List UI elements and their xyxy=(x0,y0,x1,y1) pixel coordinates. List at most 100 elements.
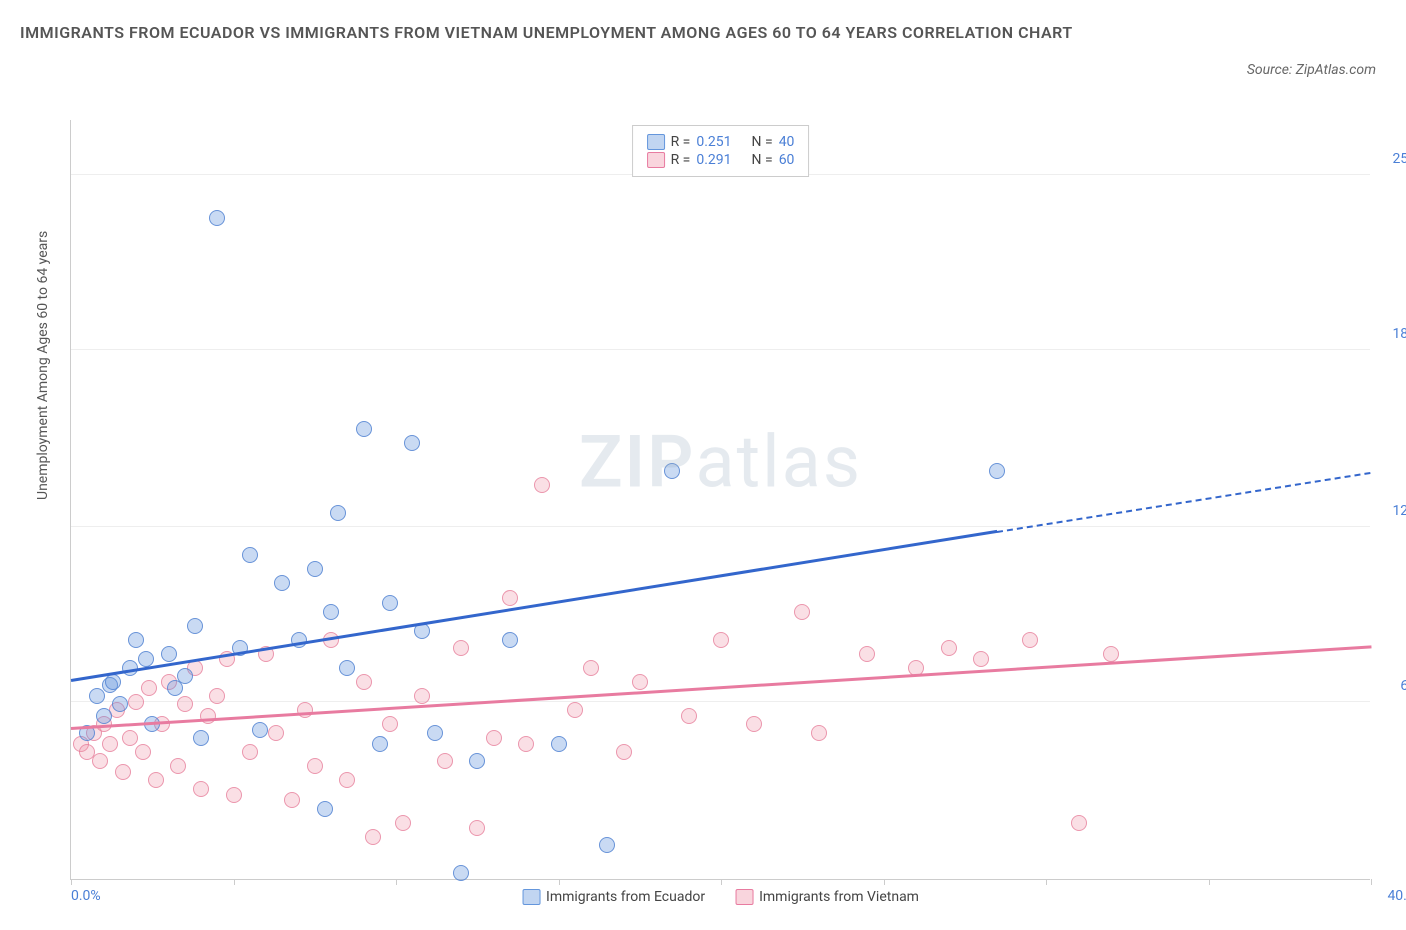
data-point xyxy=(746,716,762,732)
data-point xyxy=(502,590,518,606)
legend-stats: R =0.251N =40R =0.291N =60 xyxy=(632,125,810,177)
data-point xyxy=(414,688,430,704)
data-point xyxy=(681,708,697,724)
data-point xyxy=(193,781,209,797)
data-point xyxy=(148,772,164,788)
x-tick xyxy=(884,879,885,885)
x-tick xyxy=(234,879,235,885)
watermark-bold: ZIP xyxy=(579,419,695,504)
data-point xyxy=(209,688,225,704)
legend-swatch xyxy=(735,889,753,905)
data-point xyxy=(96,708,112,724)
data-point xyxy=(339,660,355,676)
data-point xyxy=(193,730,209,746)
data-point xyxy=(268,725,284,741)
chart-title: IMMIGRANTS FROM ECUADOR VS IMMIGRANTS FR… xyxy=(20,20,1120,46)
data-point xyxy=(599,837,615,853)
watermark-light: atlas xyxy=(695,419,862,504)
legend-n-label: N = xyxy=(752,134,773,150)
gridline xyxy=(71,526,1370,527)
data-point xyxy=(632,674,648,690)
data-point xyxy=(811,725,827,741)
data-point xyxy=(170,758,186,774)
data-point xyxy=(297,702,313,718)
data-point xyxy=(89,688,105,704)
data-point xyxy=(382,595,398,611)
data-point xyxy=(200,708,216,724)
data-point xyxy=(365,829,381,845)
legend-swatch xyxy=(522,889,540,905)
data-point xyxy=(551,736,567,752)
data-point xyxy=(356,421,372,437)
x-tick xyxy=(396,879,397,885)
data-point xyxy=(177,696,193,712)
data-point xyxy=(284,792,300,808)
legend-n-value: 60 xyxy=(779,152,795,168)
legend-n-value: 40 xyxy=(779,134,795,150)
data-point xyxy=(1022,632,1038,648)
data-point xyxy=(453,865,469,881)
legend-series: Immigrants from Ecuador Immigrants from V… xyxy=(522,889,919,905)
data-point xyxy=(307,561,323,577)
legend-label: Immigrants from Ecuador xyxy=(546,889,705,905)
data-point xyxy=(330,505,346,521)
data-point xyxy=(187,618,203,634)
gridline xyxy=(71,701,1370,702)
legend-item: Immigrants from Vietnam xyxy=(735,889,919,905)
gridline xyxy=(71,349,1370,350)
data-point xyxy=(486,730,502,746)
trend-line xyxy=(71,530,998,682)
x-tick xyxy=(1371,879,1372,885)
x-tick-label: 0.0% xyxy=(71,888,101,904)
data-point xyxy=(941,640,957,656)
data-point xyxy=(112,696,128,712)
y-tick-label: 6.3% xyxy=(1400,678,1406,694)
data-point xyxy=(115,764,131,780)
data-point xyxy=(427,725,443,741)
data-point xyxy=(453,640,469,656)
data-point xyxy=(177,668,193,684)
watermark: ZIPatlas xyxy=(579,419,862,504)
data-point xyxy=(339,772,355,788)
data-point xyxy=(372,736,388,752)
data-point xyxy=(135,744,151,760)
data-point xyxy=(141,680,157,696)
data-point xyxy=(404,435,420,451)
data-point xyxy=(242,744,258,760)
data-point xyxy=(356,674,372,690)
data-point xyxy=(794,604,810,620)
legend-row: R =0.251N =40 xyxy=(647,134,795,150)
data-point xyxy=(502,632,518,648)
data-point xyxy=(128,694,144,710)
data-point xyxy=(92,753,108,769)
data-point xyxy=(469,753,485,769)
data-point xyxy=(713,632,729,648)
data-point xyxy=(252,722,268,738)
data-point xyxy=(1071,815,1087,831)
data-point xyxy=(274,575,290,591)
plot-area: ZIPatlas R =0.251N =40R =0.291N =60 Immi… xyxy=(70,120,1370,880)
chart-container: IMMIGRANTS FROM ECUADOR VS IMMIGRANTS FR… xyxy=(20,20,1386,910)
data-point xyxy=(518,736,534,752)
y-axis-label: Unemployment Among Ages 60 to 64 years xyxy=(35,231,51,500)
data-point xyxy=(382,716,398,732)
data-point xyxy=(122,730,138,746)
legend-item: Immigrants from Ecuador xyxy=(522,889,705,905)
legend-r-label: R = xyxy=(671,134,691,150)
data-point xyxy=(973,651,989,667)
data-point xyxy=(989,463,1005,479)
data-point xyxy=(161,646,177,662)
data-point xyxy=(616,744,632,760)
data-point xyxy=(534,477,550,493)
legend-row: R =0.291N =60 xyxy=(647,152,795,168)
data-point xyxy=(242,547,258,563)
x-tick xyxy=(721,879,722,885)
legend-r-value: 0.291 xyxy=(696,152,731,168)
data-point xyxy=(437,753,453,769)
data-point xyxy=(1103,646,1119,662)
data-point xyxy=(105,674,121,690)
x-tick xyxy=(559,879,560,885)
legend-r-label: R = xyxy=(671,152,691,168)
x-tick-label: 40.0% xyxy=(1387,888,1406,904)
data-point xyxy=(317,801,333,817)
